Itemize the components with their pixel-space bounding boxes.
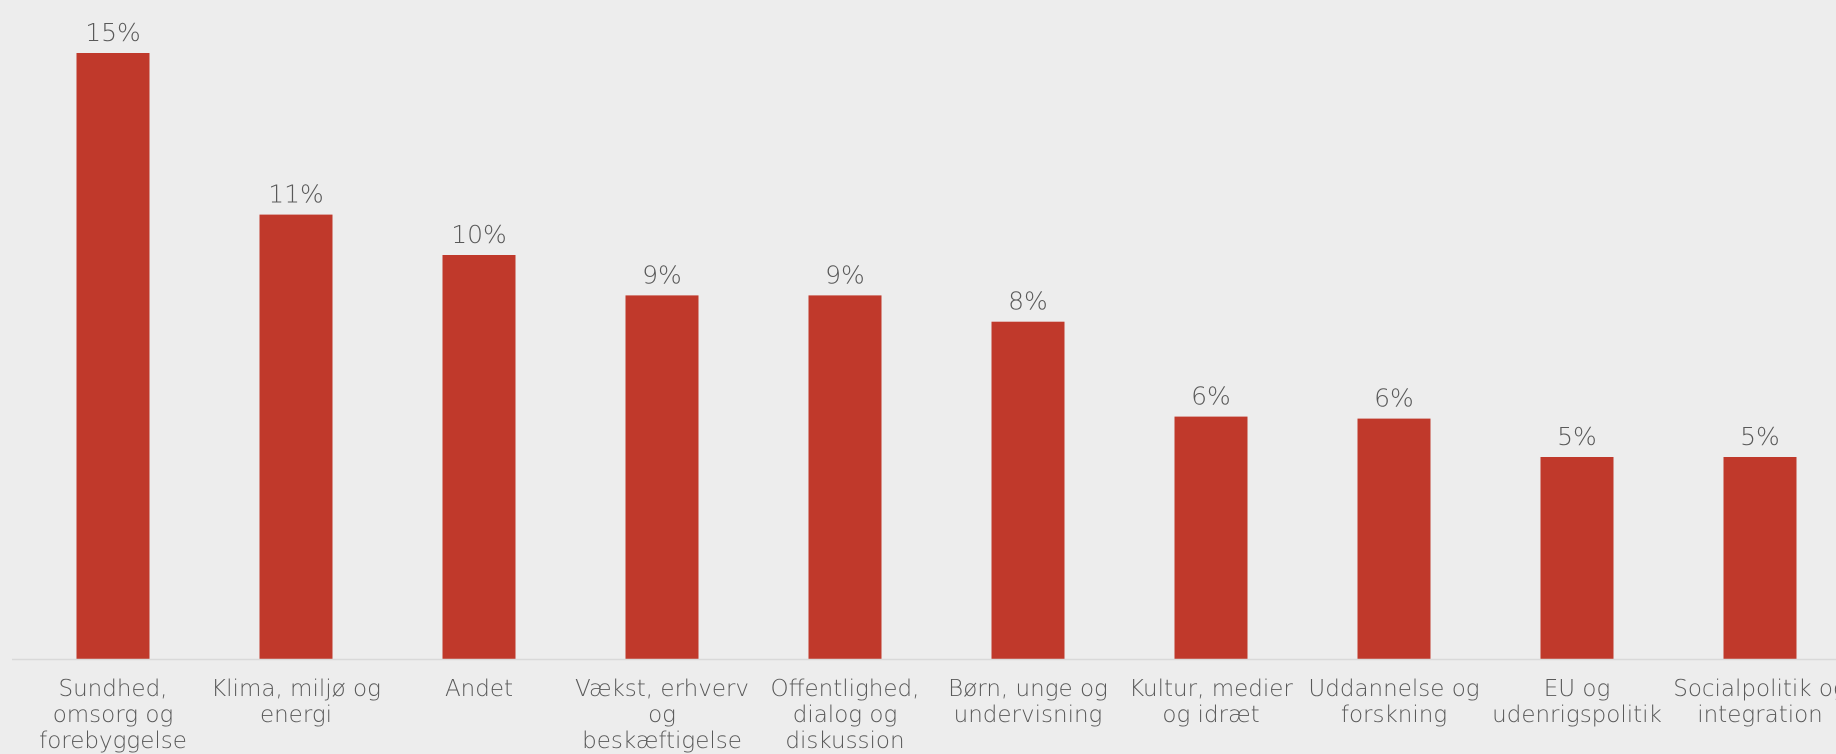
category-label-line: forskning xyxy=(1341,702,1447,728)
category-label-line: Vækst, erhverv xyxy=(575,676,749,702)
category-label-7: Kultur, medier og idræt xyxy=(1129,676,1293,728)
bar-5 xyxy=(808,295,882,659)
category-label-line: Sundhed, xyxy=(59,676,168,702)
category-label-line: omsorg og xyxy=(53,702,174,728)
category-label-line: Uddannelse og xyxy=(1308,676,1479,702)
category-label-line: Kultur, medier xyxy=(1129,676,1293,702)
data-label-5: 9% xyxy=(825,260,865,289)
data-label-7: 6% xyxy=(1191,382,1231,411)
category-label-line: Socialpolitik og xyxy=(1673,676,1836,702)
bar-1 xyxy=(76,53,150,659)
data-label-9: 5% xyxy=(1557,422,1597,451)
bar-9 xyxy=(1540,457,1614,659)
data-label-2: 11% xyxy=(268,180,324,209)
bar-2 xyxy=(259,214,333,659)
category-label-line: EU og xyxy=(1544,676,1611,702)
category-label-3: Andet xyxy=(445,676,513,702)
category-label-8: Uddannelse og forskning xyxy=(1308,676,1479,728)
category-label-line: forebyggelse xyxy=(39,728,187,754)
bar-4 xyxy=(625,295,699,659)
category-label-line: Børn, unge og xyxy=(948,676,1108,702)
category-label-10: Socialpolitik og integration xyxy=(1673,676,1836,728)
category-label-1: Sundhed, omsorg og forebyggelse xyxy=(39,676,187,754)
category-label-line: diskussion xyxy=(785,728,904,754)
category-label-line: beskæftigelse xyxy=(582,728,742,754)
category-label-line: Offentlighed, xyxy=(771,676,920,702)
bar-3 xyxy=(442,255,516,659)
data-label-6: 8% xyxy=(1008,287,1048,316)
category-label-line: udenrigspolitik xyxy=(1492,702,1662,728)
category-labels-layer: Sundhed, omsorg og forebyggelse Klima, milj… xyxy=(39,676,1836,754)
category-label-line: energi xyxy=(260,702,332,728)
bars-layer xyxy=(76,53,1797,659)
category-label-line: undervisning xyxy=(954,702,1103,728)
data-label-1: 15% xyxy=(85,18,141,47)
category-label-line: og xyxy=(648,702,676,728)
data-label-8: 6% xyxy=(1374,384,1414,413)
value-labels-layer: 15% 11% 10% 9% 9% 8% 6% 6% 5% 5% xyxy=(85,18,1780,451)
bar-8 xyxy=(1357,418,1431,659)
category-label-4: Vækst, erhverv og beskæftigelse xyxy=(575,676,749,754)
bar-7 xyxy=(1174,416,1248,659)
bar-6 xyxy=(991,321,1065,659)
category-label-2: Klima, miljø og energi xyxy=(211,676,381,728)
data-label-3: 10% xyxy=(451,220,507,249)
data-label-10: 5% xyxy=(1740,422,1780,451)
category-label-9: EU og udenrigspolitik xyxy=(1492,676,1662,728)
category-label-line: Andet xyxy=(445,676,513,702)
category-label-line: og idræt xyxy=(1162,702,1259,728)
category-label-5: Offentlighed, dialog og diskussion xyxy=(771,676,920,754)
category-label-6: Børn, unge og undervisning xyxy=(948,676,1108,728)
bar-10 xyxy=(1723,457,1797,659)
category-label-line: Klima, miljø og xyxy=(211,676,381,702)
data-label-4: 9% xyxy=(642,260,682,289)
category-label-line: dialog og xyxy=(793,702,898,728)
category-label-line: integration xyxy=(1697,702,1823,728)
